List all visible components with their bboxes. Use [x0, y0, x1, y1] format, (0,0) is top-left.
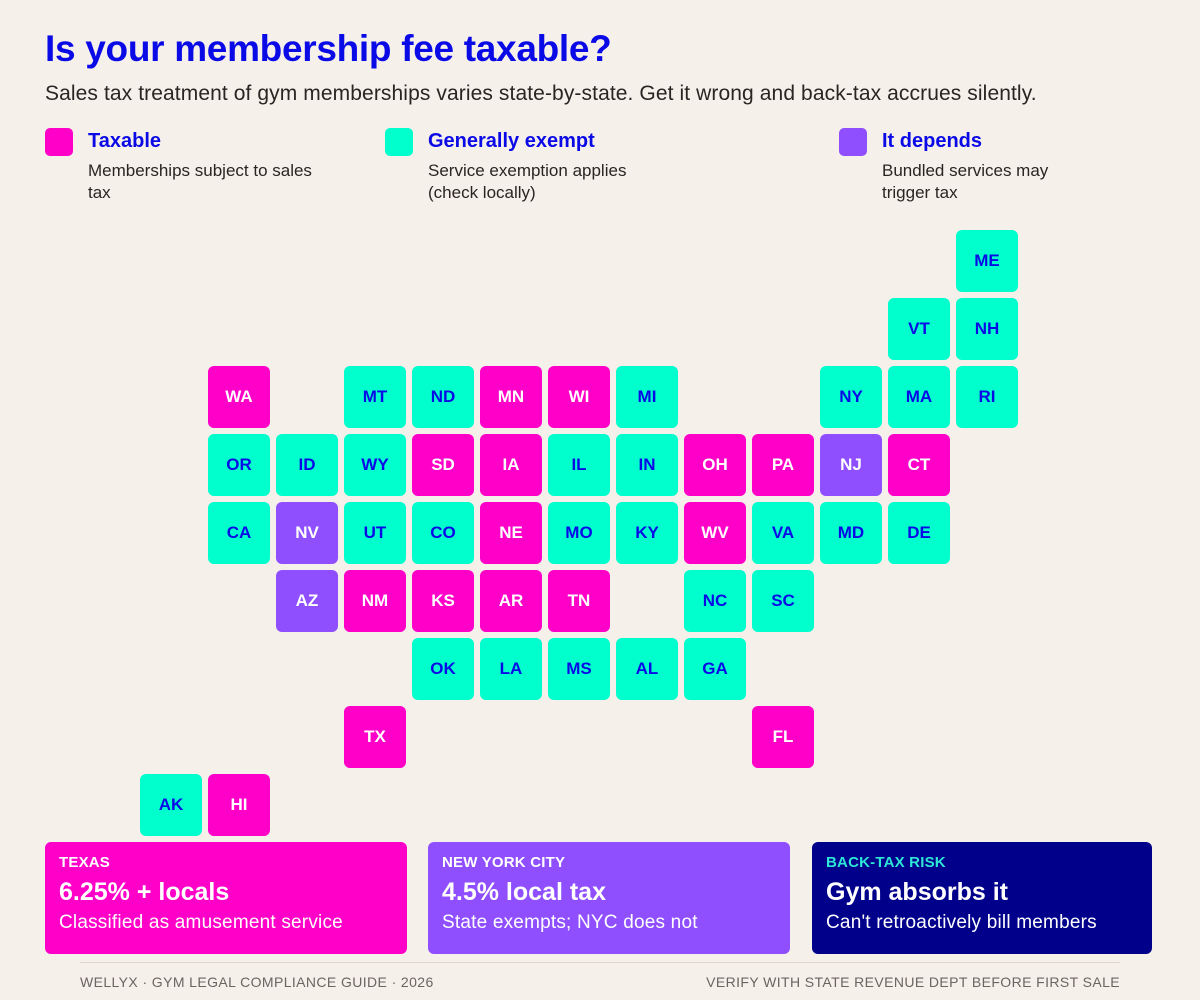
card-headline: 6.25% + locals: [59, 878, 230, 906]
state-tile-il: IL: [548, 434, 610, 496]
card-kicker: NEW YORK CITY: [442, 854, 566, 871]
state-tile-de: DE: [888, 502, 950, 564]
state-tile-ca: CA: [208, 502, 270, 564]
card-detail: Classified as amusement service: [59, 912, 343, 933]
state-tile-mn: MN: [480, 366, 542, 428]
card-kicker: BACK-TAX RISK: [826, 854, 946, 871]
state-tile-co: CO: [412, 502, 474, 564]
card-new-york-city: NEW YORK CITY 4.5% local tax State exemp…: [428, 842, 790, 954]
state-tile-wa: WA: [208, 366, 270, 428]
state-tile-ia: IA: [480, 434, 542, 496]
state-tile-nj: NJ: [820, 434, 882, 496]
state-tile-wi: WI: [548, 366, 610, 428]
state-tile-me: ME: [956, 230, 1018, 292]
state-tile-sd: SD: [412, 434, 474, 496]
state-tile-wy: WY: [344, 434, 406, 496]
state-tile-nc: NC: [684, 570, 746, 632]
legend-label: Generally exempt: [428, 130, 595, 152]
card-detail: Can't retroactively bill members: [826, 912, 1097, 933]
state-tile-wv: WV: [684, 502, 746, 564]
state-tile-az: AZ: [276, 570, 338, 632]
state-tile-ks: KS: [412, 570, 474, 632]
state-tile-ky: KY: [616, 502, 678, 564]
state-tile-ne: NE: [480, 502, 542, 564]
state-tile-ak: AK: [140, 774, 202, 836]
state-tile-ct: CT: [888, 434, 950, 496]
state-tile-hi: HI: [208, 774, 270, 836]
state-tile-va: VA: [752, 502, 814, 564]
state-tile-mi: MI: [616, 366, 678, 428]
legend-description: Bundled services may trigger tax: [882, 161, 1049, 202]
state-tile-nv: NV: [276, 502, 338, 564]
state-tile-id: ID: [276, 434, 338, 496]
card-headline: Gym absorbs it: [826, 878, 1008, 906]
state-tile-mo: MO: [548, 502, 610, 564]
card-texas: TEXAS 6.25% + locals Classified as amuse…: [45, 842, 407, 954]
state-tile-ms: MS: [548, 638, 610, 700]
state-tile-la: LA: [480, 638, 542, 700]
state-tile-ri: RI: [956, 366, 1018, 428]
footer-divider: [80, 962, 1120, 963]
legend-description: Memberships subject to sales tax: [88, 161, 312, 202]
state-tile-nd: ND: [412, 366, 474, 428]
state-tile-ny: NY: [820, 366, 882, 428]
footer-disclaimer: VERIFY WITH STATE REVENUE DEPT BEFORE FI…: [706, 974, 1120, 990]
legend-label: Taxable: [88, 130, 161, 152]
page-title: Is your membership fee taxable?: [45, 28, 612, 69]
exempt-swatch-icon: [385, 128, 413, 156]
state-tile-pa: PA: [752, 434, 814, 496]
state-tile-mt: MT: [344, 366, 406, 428]
state-tile-nh: NH: [956, 298, 1018, 360]
legend-description: Service exemption applies (check locally…: [428, 161, 627, 202]
card-back-tax-risk: BACK-TAX RISK Gym absorbs it Can't retro…: [812, 842, 1152, 954]
depends-swatch-icon: [839, 128, 867, 156]
taxable-swatch-icon: [45, 128, 73, 156]
state-tile-ok: OK: [412, 638, 474, 700]
state-tile-in: IN: [616, 434, 678, 496]
state-tile-ar: AR: [480, 570, 542, 632]
state-tile-fl: FL: [752, 706, 814, 768]
state-tile-al: AL: [616, 638, 678, 700]
state-tile-or: OR: [208, 434, 270, 496]
legend-label: It depends: [882, 130, 983, 152]
card-detail: State exempts; NYC does not: [442, 912, 698, 933]
card-kicker: TEXAS: [59, 854, 111, 871]
state-tile-ut: UT: [344, 502, 406, 564]
state-tile-oh: OH: [684, 434, 746, 496]
state-tile-ga: GA: [684, 638, 746, 700]
state-tile-tn: TN: [548, 570, 610, 632]
state-tile-tx: TX: [344, 706, 406, 768]
state-tile-md: MD: [820, 502, 882, 564]
state-tile-sc: SC: [752, 570, 814, 632]
state-tile-nm: NM: [344, 570, 406, 632]
footer-source: WELLYX · GYM LEGAL COMPLIANCE GUIDE · 20…: [80, 974, 434, 990]
page-subtitle: Sales tax treatment of gym memberships v…: [45, 82, 1037, 105]
state-tile-ma: MA: [888, 366, 950, 428]
card-headline: 4.5% local tax: [442, 878, 606, 906]
state-tile-vt: VT: [888, 298, 950, 360]
